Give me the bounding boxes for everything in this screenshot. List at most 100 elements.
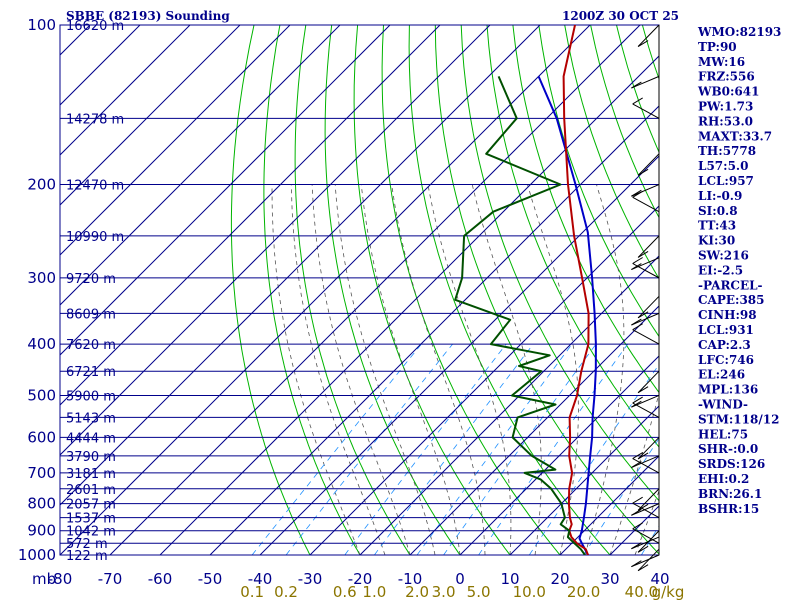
temperature-tick-label: -60 [148,570,173,588]
mixing-ratio-unit: g/kg [652,583,685,600]
station-title: SBBE (82193) Sounding [66,9,230,23]
isotherm-line [60,25,191,156]
moist-adiabat-line [427,184,512,555]
height-label: 4444 m [66,431,116,446]
index-line: BSHR:15 [698,502,759,516]
wind-barb-flag [637,40,649,47]
wind-barb [631,312,660,326]
isotherm-line [60,25,241,206]
pressure-tick-label: 700 [27,464,56,482]
pressure-tick-label: 900 [27,522,56,540]
wind-barb-flag [632,496,643,504]
dewpoint-trace [454,76,586,555]
isobar-grid [59,24,660,556]
isotherm-line [60,25,441,406]
wind-barb [632,103,660,119]
index-line: WB0:641 [697,85,759,99]
index-line: HEL:75 [698,427,748,441]
wind-barb [631,257,660,270]
wind-barb-flag [637,503,649,511]
index-line: LCL:957 [698,174,754,188]
temperature-tick-label: 0 [455,570,465,588]
mixing-ratio-label: 20.0 [567,583,600,600]
isotherm-line [509,405,659,555]
pressure-tick-label: 200 [27,176,56,194]
index-line: EI:-2.5 [698,263,743,277]
pressure-tick-label: 1000 [18,546,56,564]
isotherm-line [60,25,291,256]
wind-barb-flag [631,263,642,270]
height-label: 2601 m [66,483,116,498]
height-label: 14278 m [66,112,124,127]
index-line: RH:53.0 [698,114,753,128]
axis-corner-label: mb [32,570,56,588]
index-line: CAPE:385 [698,293,765,307]
index-line: TP:90 [698,40,737,54]
temperature-tick-label: 10 [500,570,519,588]
height-label: 6721 m [66,365,116,380]
index-line: -PARCEL- [698,278,763,292]
wind-barb-flag [637,545,649,553]
isotherm-grid [60,25,659,555]
isotherm-line [60,25,491,456]
wind-barb-flag [631,400,642,408]
index-line: MW:16 [698,55,745,69]
index-line: LFC:746 [698,353,754,367]
pressure-tick-label: 600 [27,428,56,446]
wind-barb-flag [637,251,649,258]
wind-barb-flag [631,81,642,89]
mixing-ratio-label: 0.2 [274,583,298,600]
wind-barb [632,329,660,345]
height-label: 1537 m [66,512,116,527]
wind-barb [637,235,660,258]
wind-barb [632,263,660,279]
height-label: 2057 m [66,498,116,513]
height-label: 5143 m [66,411,116,426]
wind-barb-flag [632,257,643,264]
height-label: 572 m [66,537,108,552]
wind-barb [631,554,660,568]
index-line: L57:5.0 [698,159,748,173]
wind-barb-flag [631,318,642,326]
pressure-tick-label: 100 [27,16,56,34]
wind-barb-flag [632,190,643,198]
index-line: CAP:2.3 [698,338,751,352]
wind-barb [637,24,660,47]
wind-barb [637,295,660,319]
height-label: 5900 m [66,389,116,404]
index-line: FRZ:556 [698,70,755,84]
wind-barb [637,153,660,176]
mixing-ratio-label: 40.0 [625,583,658,600]
wind-barb-flag [637,564,649,572]
mixing-ratio-label: 1.0 [362,583,386,600]
isotherm-line [109,25,641,555]
isotherm-line [60,25,591,555]
index-line: EL:246 [698,368,745,382]
height-labels: 16620 m 14278 m 12470 m 10990 m 9720 m 8609 m… [66,19,124,564]
index-line: STM:118/12 [698,412,779,426]
temperature-tick-label: -20 [348,570,373,588]
index-line: KI:30 [698,234,735,248]
isotherm-line [259,155,659,555]
wind-barb [637,437,660,460]
wind-barb [631,536,660,550]
index-line: TH:5778 [698,144,756,158]
wind-barb-flag [637,386,649,394]
isotherm-line [60,25,541,506]
index-line: WMO:82193 [697,25,781,39]
temperature-labels: -80 -70 -60 -50 -40 -30 -20 -10 0 10 20 30 40 [48,570,670,588]
wind-barb-flag [637,311,649,319]
wind-barb-flag [631,560,642,568]
isotherm-line [60,25,391,356]
moist-adiabat-line [311,184,411,555]
pressure-labels: 100 200 300 400 500 600 700 800 900 1000 [18,16,56,564]
wind-barb [632,402,660,418]
parcel-trace [537,76,597,555]
isotherm-line [309,205,659,555]
wind-barb [632,458,660,474]
wind-barb [637,370,660,394]
height-label: 1042 m [66,525,116,540]
wind-barb-flag [637,452,649,460]
wind-barb [637,488,660,511]
moist-adiabat-line [527,184,579,555]
